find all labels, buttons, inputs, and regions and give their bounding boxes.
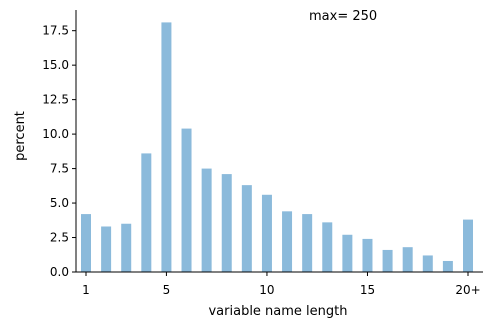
bar-2 — [101, 226, 112, 272]
bar-11 — [282, 211, 293, 272]
y-tick-label: 10.0 — [42, 127, 69, 141]
max-annotation: max= 250 — [309, 9, 377, 24]
y-ticks-group: 0.0 2.5 5.0 7.5 10.0 12.5 15.0 17.5 — [42, 24, 76, 279]
y-tick-label: 7.5 — [50, 162, 69, 176]
y-tick-label: 0.0 — [50, 265, 69, 279]
bar-10 — [261, 194, 272, 272]
bar-20 — [463, 219, 473, 272]
x-tick-label: 20+ — [455, 283, 480, 297]
y-tick-label: 2.5 — [50, 231, 69, 245]
bar-15 — [362, 238, 373, 272]
x-ticks-group: 1 5 10 15 20+ — [82, 272, 481, 297]
bar-13 — [322, 222, 333, 272]
x-tick-label: 15 — [360, 283, 375, 297]
bar-17 — [402, 247, 413, 272]
x-tick-label: 1 — [82, 283, 90, 297]
x-axis-title: variable name length — [208, 304, 347, 319]
bar-18 — [422, 255, 433, 272]
y-tick-label: 12.5 — [42, 93, 69, 107]
bar-8 — [221, 174, 232, 272]
x-tick-label: 10 — [259, 283, 274, 297]
y-tick-label: 15.0 — [42, 58, 69, 72]
bar-7 — [201, 168, 212, 272]
bar-5 — [161, 22, 172, 272]
bar-6 — [181, 128, 192, 272]
bar-14 — [342, 234, 353, 272]
bar-16 — [382, 249, 393, 272]
bar-1 — [81, 214, 91, 272]
y-tick-label: 17.5 — [42, 24, 69, 38]
bar-12 — [302, 214, 313, 272]
y-axis-title: percent — [13, 111, 28, 161]
bar-4 — [141, 153, 152, 272]
bar-3 — [121, 223, 132, 272]
x-tick-label: 5 — [163, 283, 171, 297]
bars-group — [81, 22, 473, 272]
y-tick-label: 5.0 — [50, 196, 69, 210]
bar-19 — [442, 260, 453, 272]
bar-9 — [241, 185, 252, 272]
